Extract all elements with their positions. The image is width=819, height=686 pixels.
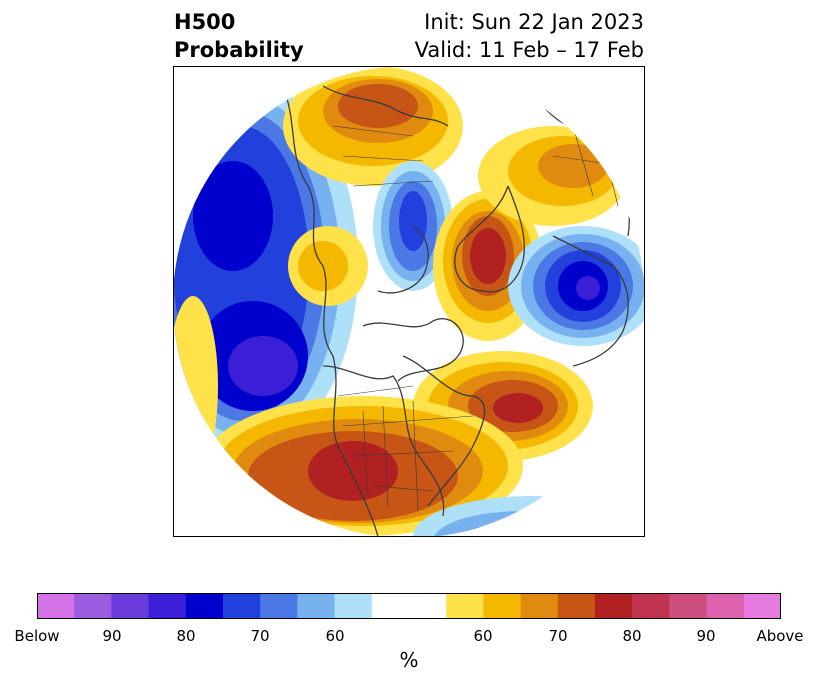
colorbar	[37, 593, 781, 619]
colorbar-cell	[557, 593, 596, 619]
colorbar-cell	[185, 593, 224, 619]
colorbar-tick: 90	[102, 627, 122, 645]
coastlines	[282, 85, 630, 537]
colorbar-cell	[334, 593, 373, 619]
colorbar-cell	[260, 593, 298, 619]
borders	[332, 125, 624, 512]
title-line-1: H500	[174, 10, 236, 34]
colorbar-tick: 80	[176, 627, 196, 645]
colorbar-tick: 70	[250, 627, 270, 645]
colorbar-cell	[446, 593, 484, 619]
colorbar-cell	[409, 593, 447, 619]
colorbar-cell	[371, 593, 410, 619]
colorbar-tick: 60	[325, 627, 345, 645]
colorbar-cell	[706, 593, 745, 619]
colorbar-cell	[297, 593, 336, 619]
probability-map	[173, 66, 645, 537]
colorbar-cell	[743, 593, 781, 619]
title-line-2: Probability	[174, 38, 304, 62]
map-title: H500 Probability	[174, 8, 304, 64]
colorbar-tick: 60	[473, 627, 493, 645]
map-dates: Init: Sun 22 Jan 2023 Valid: 11 Feb – 17…	[415, 8, 644, 64]
colorbar-cell	[595, 593, 633, 619]
colorbar-cell	[520, 593, 559, 619]
colorbar-tick: 90	[696, 627, 716, 645]
colorbar-cell	[37, 593, 75, 619]
colorbar-tick: 80	[622, 627, 642, 645]
colorbar-cell	[111, 593, 150, 619]
colorbar-tick: Above	[756, 627, 804, 645]
colorbar-cell	[483, 593, 522, 619]
colorbar-cell	[669, 593, 708, 619]
map-border	[173, 66, 645, 537]
colorbar-tick: Below	[14, 627, 60, 645]
valid-range: Valid: 11 Feb – 17 Feb	[414, 38, 644, 62]
colorbar-unit: %	[399, 648, 419, 672]
colorbar-cell	[223, 593, 261, 619]
colorbar-cell	[74, 593, 112, 619]
colorbar-tick: 70	[548, 627, 568, 645]
colorbar-cell	[632, 593, 670, 619]
init-date: Init: Sun 22 Jan 2023	[424, 10, 644, 34]
colorbar-cell	[148, 593, 187, 619]
